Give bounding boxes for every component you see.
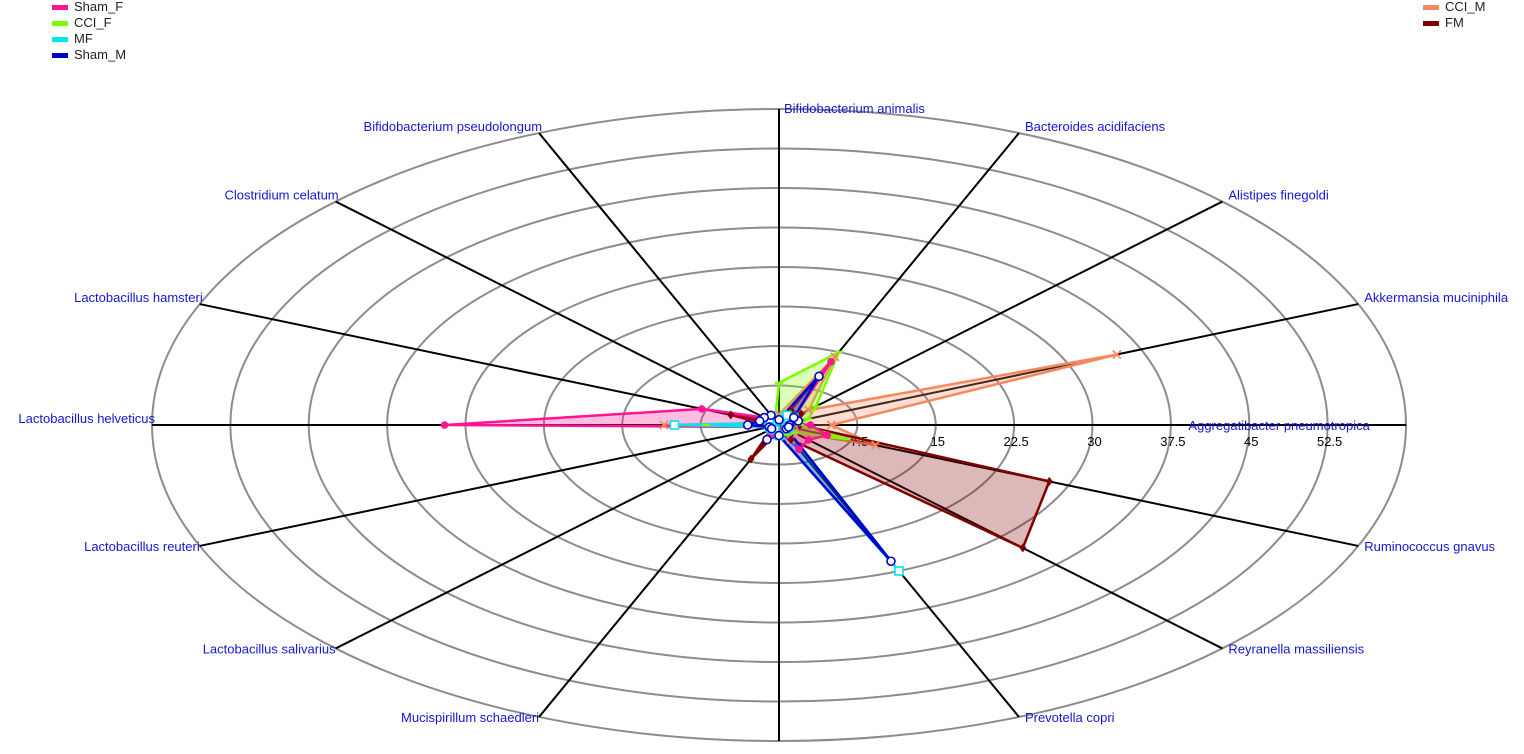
point-Sham_F bbox=[697, 405, 706, 413]
legend-item: CCI_M bbox=[1423, 0, 1485, 15]
tick-label: 45 bbox=[1244, 434, 1258, 449]
point-Sham_F bbox=[440, 421, 449, 429]
tick-label: 30 bbox=[1087, 434, 1101, 449]
point-Sham_F bbox=[795, 445, 803, 454]
legend-item: Sham_F bbox=[52, 0, 126, 15]
category-label: Bifidobacterium animalis bbox=[784, 101, 925, 116]
point-Sham_M bbox=[754, 416, 765, 426]
legend-swatch bbox=[52, 20, 68, 26]
point-CCI_M bbox=[870, 440, 881, 450]
point-Sham_F bbox=[804, 436, 813, 444]
category-label: Bifidobacterium pseudolongum bbox=[364, 119, 543, 134]
point-Sham_M bbox=[783, 422, 794, 432]
point-Sham_M bbox=[774, 414, 784, 425]
point-MF bbox=[894, 566, 904, 576]
legend-item: MF bbox=[52, 31, 126, 47]
category-label: Alistipes finegoldi bbox=[1228, 188, 1329, 203]
legend-item: Sham_M bbox=[52, 47, 126, 63]
point-Sham_M bbox=[742, 420, 753, 430]
point-Sham_F bbox=[823, 431, 832, 439]
category-labels: Aggregatibacter pneumotropica Akkermansia… bbox=[18, 101, 1509, 725]
legend-swatch bbox=[52, 52, 68, 58]
tick-label: 37.5 bbox=[1160, 434, 1185, 449]
category-label: Reyranella massiliensis bbox=[1228, 641, 1364, 656]
category-label: Prevotella copri bbox=[1025, 710, 1115, 725]
point-Sham_M bbox=[774, 430, 784, 441]
point-FM bbox=[797, 409, 805, 419]
point-FM bbox=[747, 454, 755, 464]
point-Sham_M bbox=[766, 423, 777, 434]
category-label: Ruminococcus gnavus bbox=[1364, 539, 1495, 554]
point-Sham_F bbox=[806, 421, 815, 429]
legend-label: FM bbox=[1445, 15, 1464, 30]
legend-left: Sham_F CCI_F MF Sham_M bbox=[52, 0, 126, 63]
point-FM bbox=[787, 435, 795, 445]
category-label: Akkermansia muciniphila bbox=[1364, 290, 1509, 305]
legend-swatch bbox=[52, 36, 68, 42]
category-label: Mucispirillum schaedleri bbox=[401, 710, 539, 725]
legend-label: Sham_M bbox=[74, 47, 127, 62]
point-CCI_M bbox=[659, 420, 669, 430]
point-CCI_M bbox=[1112, 349, 1122, 360]
point-MF bbox=[669, 420, 680, 430]
point-FM bbox=[1019, 543, 1027, 553]
category-label: Lactobacillus helveticus bbox=[18, 411, 155, 426]
legend-right: CCI_M FM bbox=[1423, 0, 1485, 31]
category-label: Aggregatibacter pneumotropica bbox=[1188, 418, 1370, 433]
category-label: Lactobacillus hamsteri bbox=[74, 290, 203, 305]
point-FM bbox=[1045, 476, 1053, 486]
legend-swatch bbox=[52, 4, 68, 10]
axis-spoke bbox=[199, 424, 780, 547]
legend-label: CCI_F bbox=[74, 15, 112, 30]
point-Sham_F bbox=[827, 357, 835, 366]
axis-spoke bbox=[335, 200, 780, 426]
legend-item: CCI_F bbox=[52, 15, 126, 31]
series-layer bbox=[443, 350, 1119, 573]
category-label: Lactobacillus salivarius bbox=[203, 641, 336, 656]
legend-label: Sham_F bbox=[74, 0, 124, 14]
point-Sham_M bbox=[788, 412, 799, 423]
axis-spoke bbox=[335, 424, 780, 650]
legend-swatch bbox=[1423, 4, 1439, 10]
marker-layer bbox=[440, 349, 1122, 576]
legend-swatch bbox=[1423, 20, 1439, 26]
point-Sham_M bbox=[762, 434, 772, 445]
category-label: Lactobacillus reuteri bbox=[84, 539, 200, 554]
axis-spoke bbox=[199, 303, 780, 426]
point-Sham_M bbox=[886, 556, 896, 567]
tick-label: 15 bbox=[931, 434, 945, 449]
axis-spoke bbox=[778, 200, 1223, 426]
tick-label: 52.5 bbox=[1317, 434, 1342, 449]
point-CCI_M bbox=[826, 420, 836, 430]
legend-item: FM bbox=[1423, 15, 1485, 31]
legend-label: CCI_M bbox=[1445, 0, 1486, 14]
point-FM bbox=[727, 410, 735, 420]
axis-spoke bbox=[538, 424, 780, 718]
tick-label: 22.5 bbox=[1003, 434, 1028, 449]
point-CCI_M bbox=[803, 405, 814, 415]
axis-spoke bbox=[538, 132, 780, 426]
category-label: Bacteroides acidifaciens bbox=[1025, 119, 1166, 134]
axis-spoke bbox=[778, 303, 1359, 426]
tick-labels: 7.5 15 22.5 30 37.5 45 52.5 bbox=[850, 434, 1342, 449]
category-label: Clostridium celatum bbox=[224, 188, 338, 203]
legend-label: MF bbox=[74, 31, 93, 46]
point-Sham_M bbox=[814, 371, 824, 382]
